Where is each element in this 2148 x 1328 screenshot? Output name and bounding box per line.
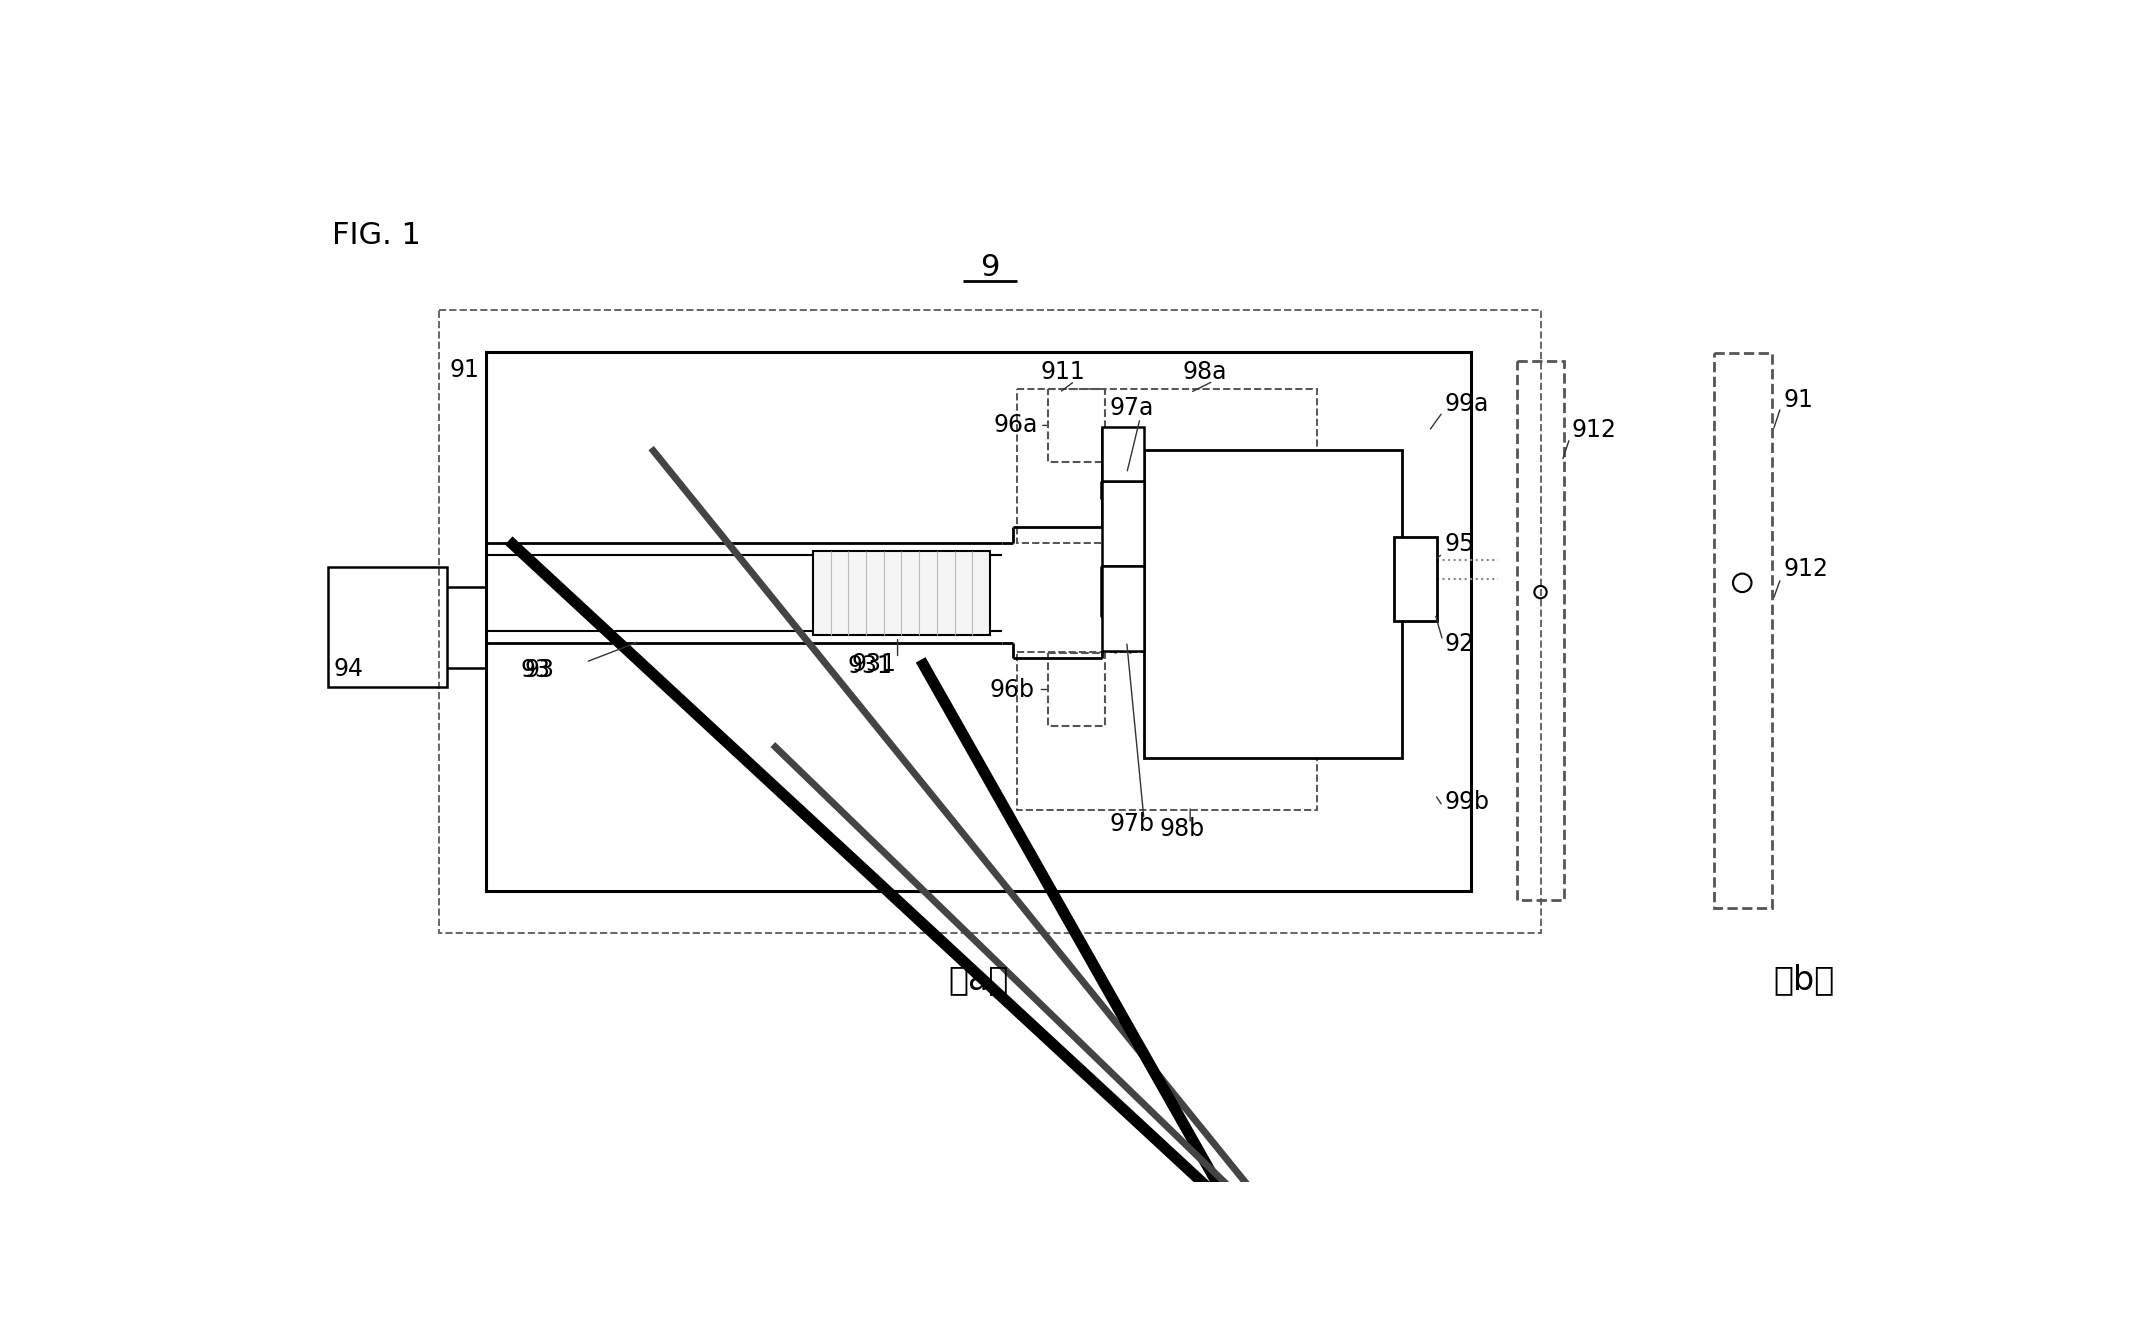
Text: 912: 912 xyxy=(1783,556,1828,582)
Bar xyxy=(812,551,990,635)
Text: 9: 9 xyxy=(979,252,999,282)
Bar xyxy=(1016,652,1317,810)
Bar xyxy=(329,567,447,687)
Text: 91: 91 xyxy=(1783,388,1813,412)
Text: 93: 93 xyxy=(520,657,550,681)
Bar xyxy=(1048,653,1106,726)
Text: 95: 95 xyxy=(1443,533,1474,556)
Text: 98b: 98b xyxy=(1160,817,1205,841)
Bar xyxy=(1145,450,1403,758)
Text: （a）: （a） xyxy=(947,963,1010,996)
Bar xyxy=(1102,428,1145,481)
Text: 912: 912 xyxy=(1572,418,1615,442)
Bar xyxy=(1102,481,1145,566)
Text: 92: 92 xyxy=(1443,632,1474,656)
Text: 931: 931 xyxy=(848,653,891,679)
Text: （b）: （b） xyxy=(1774,963,1834,996)
Text: 91: 91 xyxy=(449,359,479,382)
Bar xyxy=(1516,361,1564,900)
Bar xyxy=(1016,389,1317,543)
Text: 98a: 98a xyxy=(1181,360,1227,384)
Text: 97b: 97b xyxy=(1108,811,1153,835)
Text: 911: 911 xyxy=(1040,360,1085,384)
Text: 97a: 97a xyxy=(1108,396,1153,420)
Text: 94: 94 xyxy=(333,656,363,681)
Text: 931: 931 xyxy=(851,652,896,676)
Bar xyxy=(440,309,1540,934)
Text: 96b: 96b xyxy=(990,677,1035,701)
Text: 99b: 99b xyxy=(1443,790,1489,814)
Bar xyxy=(485,352,1471,891)
Bar xyxy=(1102,566,1145,651)
Text: 96a: 96a xyxy=(995,413,1037,437)
Bar xyxy=(1394,537,1437,622)
Text: 93: 93 xyxy=(524,657,554,681)
Text: 99a: 99a xyxy=(1443,392,1489,416)
Bar xyxy=(1714,353,1772,908)
Bar xyxy=(1048,389,1106,462)
Text: FIG. 1: FIG. 1 xyxy=(331,220,421,250)
